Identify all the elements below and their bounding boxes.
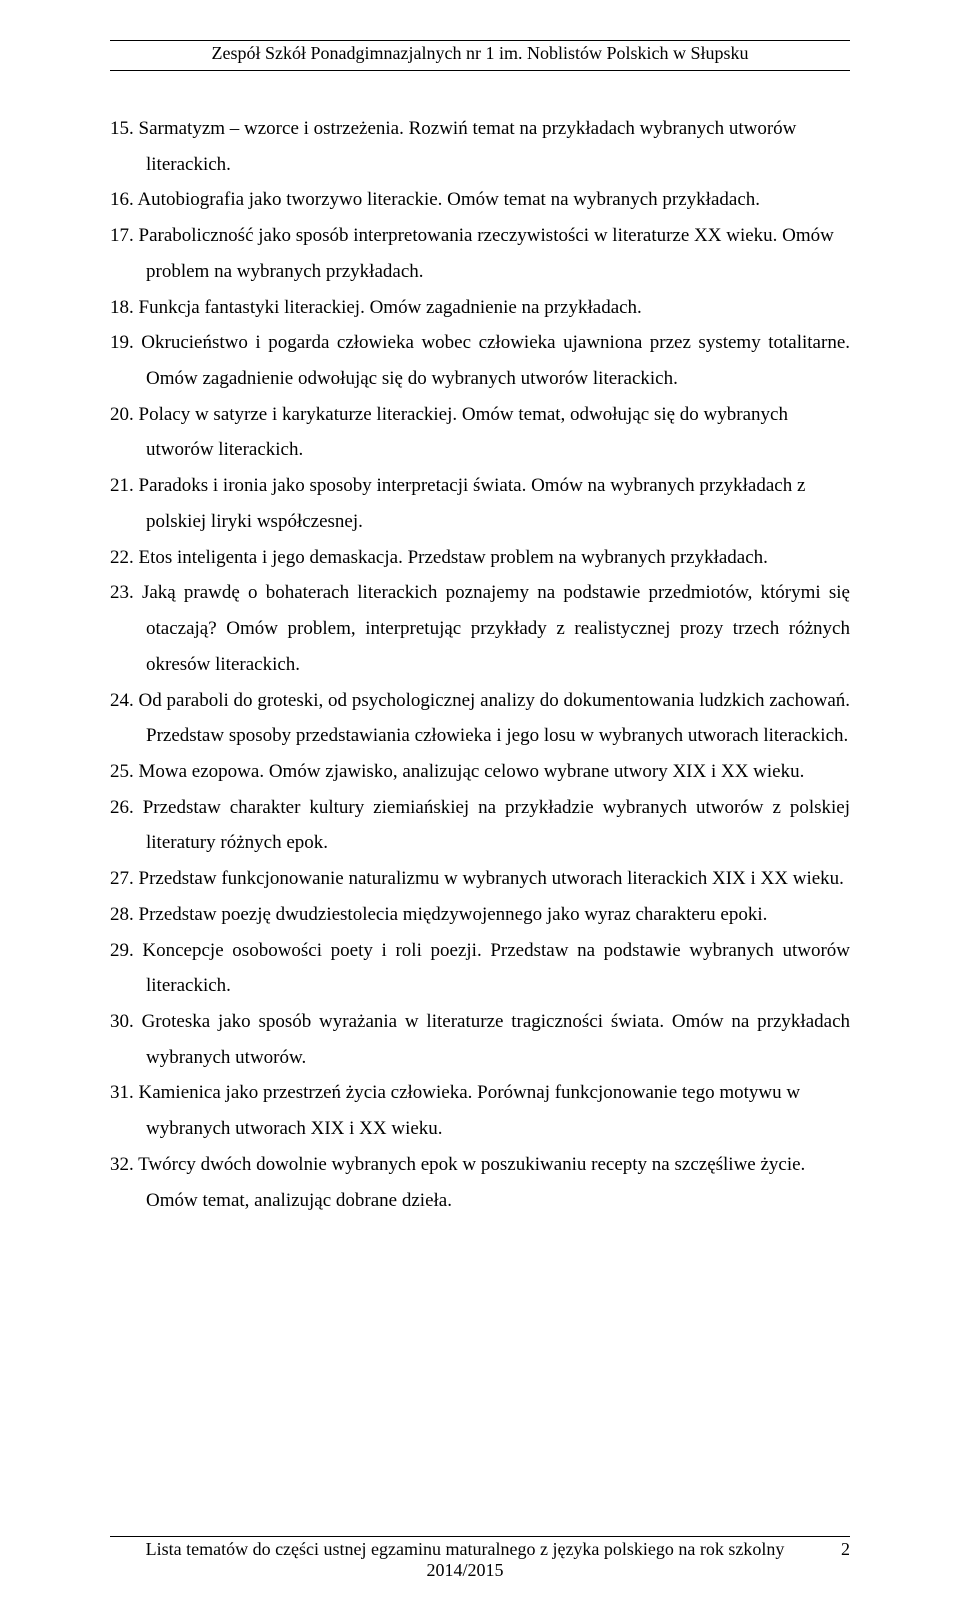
header-title: Zespół Szkół Ponadgimnazjalnych nr 1 im.… — [110, 43, 850, 64]
list-item: 29. Koncepcje osobowości poety i roli po… — [110, 933, 850, 1004]
item-text: Jaką prawdę o bohaterach literackich poz… — [142, 582, 850, 674]
footer-rule — [110, 1536, 850, 1537]
item-number: 17. — [110, 225, 139, 246]
item-number: 23. — [110, 582, 142, 603]
list-item: 16. Autobiografia jako tworzywo literack… — [110, 182, 850, 218]
item-text: Koncepcje osobowości poety i roli poezji… — [142, 940, 850, 997]
item-number: 18. — [110, 297, 139, 318]
list-item: 27. Przedstaw funkcjonowanie naturalizmu… — [110, 861, 850, 897]
item-number: 30. — [110, 1011, 142, 1032]
item-number: 26. — [110, 797, 143, 818]
footer: Lista tematów do części ustnej egzaminu … — [110, 1536, 850, 1581]
footer-line2: 2014/2015 — [426, 1560, 503, 1580]
item-number: 28. — [110, 904, 139, 925]
item-text: Przedstaw poezję dwudziestolecia międzyw… — [139, 904, 768, 925]
header-top-rule — [110, 40, 850, 41]
item-text: Funkcja fantastyki literackiej. Omów zag… — [139, 297, 642, 318]
list-item: 31. Kamienica jako przestrzeń życia czło… — [110, 1075, 850, 1146]
item-text: Polacy w satyrze i karykaturze literacki… — [139, 404, 788, 461]
item-number: 22. — [110, 547, 139, 568]
item-text: Przedstaw charakter kultury ziemiańskiej… — [143, 797, 850, 854]
list-item: 21. Paradoks i ironia jako sposoby inter… — [110, 468, 850, 539]
item-text: Mowa ezopowa. Omów zjawisko, analizując … — [139, 761, 805, 782]
item-text: Kamienica jako przestrzeń życia człowiek… — [139, 1082, 801, 1139]
item-number: 15. — [110, 118, 139, 139]
item-number: 25. — [110, 761, 139, 782]
list-item: 15. Sarmatyzm – wzorce i ostrzeżenia. Ro… — [110, 111, 850, 182]
list-item: 18. Funkcja fantastyki literackiej. Omów… — [110, 290, 850, 326]
footer-row: Lista tematów do części ustnej egzaminu … — [110, 1539, 850, 1581]
item-text: Od paraboli do groteski, od psychologicz… — [139, 690, 850, 747]
item-text: Paraboliczność jako sposób interpretowan… — [139, 225, 834, 282]
item-text: Groteska jako sposób wyrażania w literat… — [142, 1011, 850, 1068]
document-page: Zespół Szkół Ponadgimnazjalnych nr 1 im.… — [0, 0, 960, 1613]
page-number: 2 — [820, 1539, 850, 1581]
item-number: 29. — [110, 940, 142, 961]
list-item: 19. Okrucieństwo i pogarda człowieka wob… — [110, 325, 850, 396]
header-bottom-rule — [110, 70, 850, 71]
list-item: 26. Przedstaw charakter kultury ziemiańs… — [110, 790, 850, 861]
list-item: 28. Przedstaw poezję dwudziestolecia mię… — [110, 897, 850, 933]
item-number: 27. — [110, 868, 139, 889]
list-item: 22. Etos inteligenta i jego demaskacja. … — [110, 540, 850, 576]
list-item: 32. Twórcy dwóch dowolnie wybranych epok… — [110, 1147, 850, 1218]
item-number: 21. — [110, 475, 139, 496]
list-item: 23. Jaką prawdę o bohaterach literackich… — [110, 575, 850, 682]
item-text: Twórcy dwóch dowolnie wybranych epok w p… — [138, 1154, 805, 1211]
item-number: 24. — [110, 690, 139, 711]
item-text: Przedstaw funkcjonowanie naturalizmu w w… — [139, 868, 844, 889]
item-text: Okrucieństwo i pogarda człowieka wobec c… — [141, 332, 850, 389]
item-number: 32. — [110, 1154, 138, 1175]
list-item: 17. Paraboliczność jako sposób interpret… — [110, 218, 850, 289]
item-text: Etos inteligenta i jego demaskacja. Prze… — [139, 547, 768, 568]
item-text: Autobiografia jako tworzywo literackie. … — [137, 189, 760, 210]
footer-text: Lista tematów do części ustnej egzaminu … — [110, 1539, 820, 1581]
item-text: Paradoks i ironia jako sposoby interpret… — [139, 475, 806, 532]
list-item: 30. Groteska jako sposób wyrażania w lit… — [110, 1004, 850, 1075]
list-item: 24. Od paraboli do groteski, od psycholo… — [110, 683, 850, 754]
list-item: 25. Mowa ezopowa. Omów zjawisko, analizu… — [110, 754, 850, 790]
footer-line1: Lista tematów do części ustnej egzaminu … — [146, 1539, 785, 1559]
list-item: 20. Polacy w satyrze i karykaturze liter… — [110, 397, 850, 468]
item-number: 20. — [110, 404, 139, 425]
item-number: 19. — [110, 332, 141, 353]
item-number: 31. — [110, 1082, 139, 1103]
item-text: Sarmatyzm – wzorce i ostrzeżenia. Rozwiń… — [139, 118, 797, 175]
topics-list: 15. Sarmatyzm – wzorce i ostrzeżenia. Ro… — [110, 111, 850, 1218]
item-number: 16. — [110, 189, 137, 210]
